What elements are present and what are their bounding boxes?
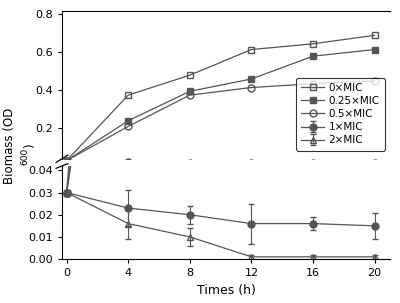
0.25×MIC — [126, 119, 131, 122]
Line: 0.5×MIC: 0.5×MIC — [63, 77, 378, 164]
0.5×MIC — [64, 159, 69, 162]
Line: 0×MIC: 0×MIC — [63, 32, 378, 164]
Legend: 0×MIC, 0.25×MIC, 0.5×MIC, 1×MIC, 2×MIC: 0×MIC, 0.25×MIC, 0.5×MIC, 1×MIC, 2×MIC — [296, 78, 385, 151]
0.25×MIC — [249, 77, 254, 81]
0.25×MIC — [64, 159, 69, 162]
0.5×MIC — [372, 79, 377, 83]
Line: 0×MIC: 0×MIC — [63, 0, 378, 196]
X-axis label: Times (h): Times (h) — [196, 284, 256, 297]
0×MIC — [64, 159, 69, 162]
0.5×MIC — [311, 82, 316, 85]
0×MIC — [188, 73, 192, 77]
0.5×MIC — [64, 191, 69, 195]
0.5×MIC — [126, 125, 131, 128]
0.25×MIC — [188, 89, 192, 93]
0.25×MIC — [64, 191, 69, 195]
Text: ): ) — [23, 143, 36, 148]
0.25×MIC — [372, 48, 377, 51]
0×MIC — [372, 33, 377, 37]
Line: 0.25×MIC: 0.25×MIC — [63, 46, 378, 164]
Line: 0.5×MIC: 0.5×MIC — [63, 0, 378, 196]
0.25×MIC — [311, 54, 316, 58]
0×MIC — [64, 191, 69, 195]
0×MIC — [249, 48, 254, 51]
0×MIC — [311, 42, 316, 46]
Text: 600: 600 — [21, 148, 30, 165]
0×MIC — [126, 93, 131, 97]
0.5×MIC — [249, 86, 254, 89]
0.5×MIC — [188, 93, 192, 97]
Line: 0.25×MIC: 0.25×MIC — [63, 0, 378, 196]
Text: Biomass (OD: Biomass (OD — [4, 107, 16, 184]
